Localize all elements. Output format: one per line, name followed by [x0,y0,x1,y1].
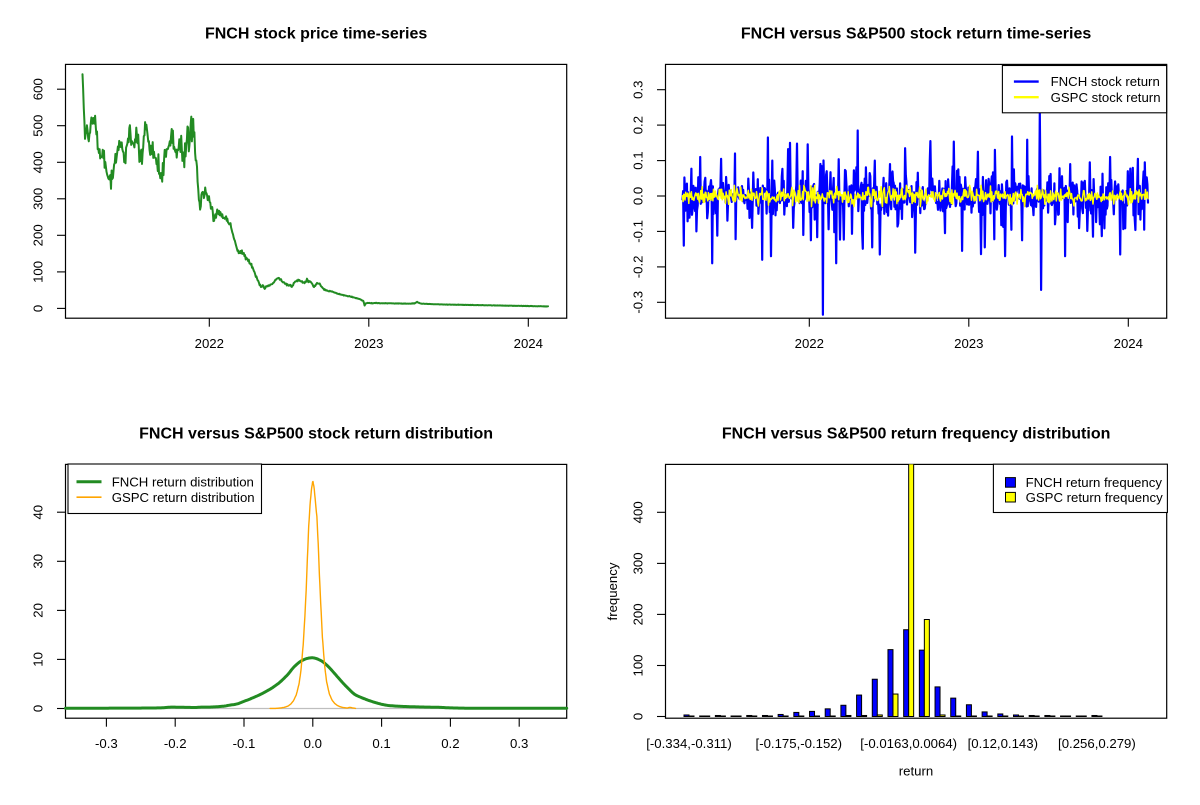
svg-text:0.1: 0.1 [372,736,390,751]
svg-text:200: 200 [631,603,646,625]
svg-text:0.0: 0.0 [304,736,322,751]
svg-text:[-0.175,-0.152): [-0.175,-0.152) [756,736,843,751]
svg-text:-0.1: -0.1 [233,736,256,751]
svg-text:2024: 2024 [1114,336,1143,351]
svg-text:500: 500 [31,115,46,137]
svg-text:400: 400 [31,151,46,173]
svg-text:20: 20 [31,603,46,618]
svg-text:[-0.334,-0.311): [-0.334,-0.311) [646,736,732,751]
svg-text:10: 10 [31,652,46,667]
svg-text:[0.256,0.279): [0.256,0.279) [1058,736,1136,751]
svg-text:0: 0 [631,713,646,720]
svg-text:0: 0 [31,705,46,712]
svg-text:-0.3: -0.3 [95,736,118,751]
svg-text:[-0.0163,0.0064): [-0.0163,0.0064) [860,736,957,751]
svg-text:0.2: 0.2 [631,116,646,134]
svg-text:30: 30 [31,554,46,569]
svg-text:-0.2: -0.2 [631,256,646,279]
svg-text:-0.3: -0.3 [631,291,646,314]
svg-text:return: return [899,764,933,779]
svg-text:0.2: 0.2 [441,736,459,751]
svg-text:-0.1: -0.1 [631,220,646,243]
svg-text:600: 600 [31,78,46,100]
svg-text:FNCH versus S&P500 return freq: FNCH versus S&P500 return frequency dist… [722,426,1111,443]
svg-text:40: 40 [31,505,46,520]
svg-text:2023: 2023 [954,336,983,351]
svg-text:2023: 2023 [354,336,383,351]
svg-text:0: 0 [31,305,46,312]
svg-text:0.3: 0.3 [631,81,646,99]
svg-text:300: 300 [31,188,46,210]
svg-text:100: 100 [631,654,646,676]
svg-text:GSPC stock return: GSPC stock return [1051,90,1161,105]
svg-text:FNCH return frequency: FNCH return frequency [1026,475,1163,490]
svg-text:200: 200 [31,224,46,246]
svg-text:FNCH return distribution: FNCH return distribution [112,474,254,489]
svg-text:GSPC return frequency: GSPC return frequency [1026,490,1163,505]
svg-text:2022: 2022 [195,336,224,351]
svg-text:GSPC return distribution: GSPC return distribution [112,490,255,505]
svg-text:0.0: 0.0 [631,187,646,205]
svg-text:2022: 2022 [795,336,824,351]
svg-text:FNCH versus S&P500 stock retur: FNCH versus S&P500 stock return time-ser… [741,26,1091,43]
svg-text:frequency: frequency [605,562,620,620]
svg-text:400: 400 [631,501,646,523]
svg-text:[0.12,0.143): [0.12,0.143) [968,736,1038,751]
svg-text:-0.2: -0.2 [164,736,187,751]
svg-text:0.3: 0.3 [510,736,528,751]
svg-text:300: 300 [631,552,646,574]
svg-text:FNCH versus S&P500 stock retur: FNCH versus S&P500 stock return distribu… [139,426,493,443]
svg-text:FNCH stock price time-series: FNCH stock price time-series [205,26,427,43]
svg-text:FNCH stock return: FNCH stock return [1051,74,1160,89]
svg-text:100: 100 [31,261,46,283]
svg-text:2024: 2024 [514,336,543,351]
svg-text:0.1: 0.1 [631,151,646,169]
